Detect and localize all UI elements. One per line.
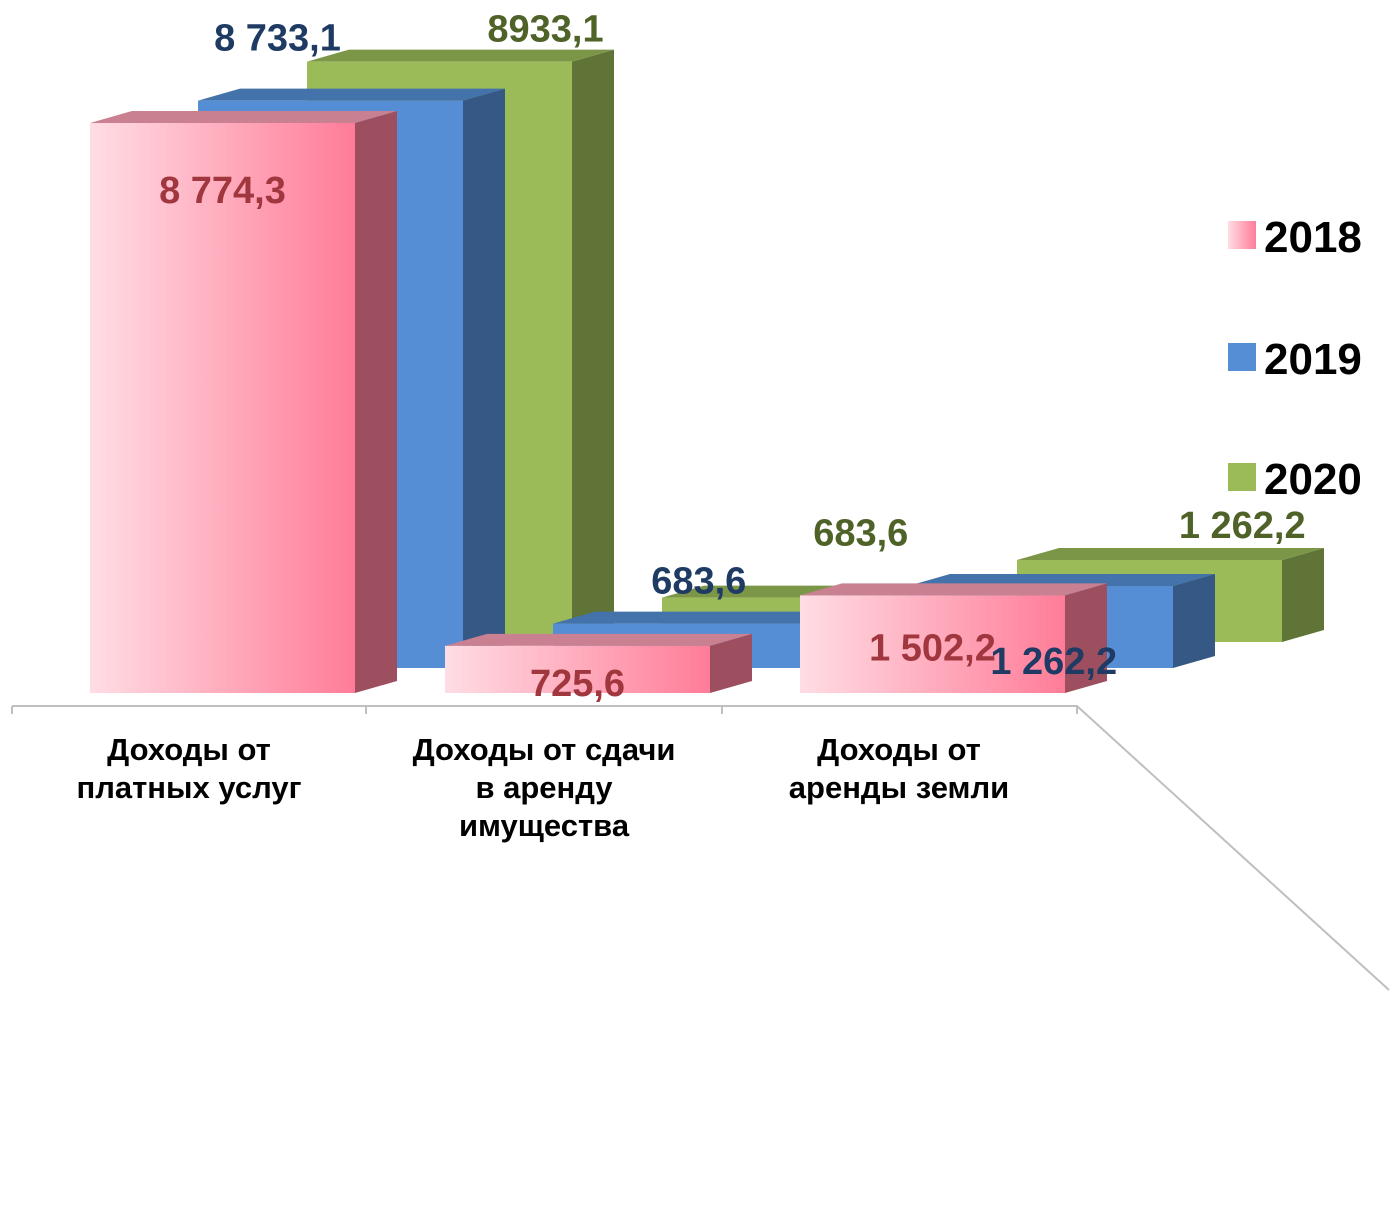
axis-ticks [11,706,1078,714]
bar-top [1017,548,1324,561]
bar-side [572,49,614,643]
legend-swatch-2020 [1228,463,1256,491]
bar-top [553,611,860,624]
bar-front [90,123,355,693]
category-labels-layer: Доходы от платных услуг Доходы от сдачи в а… [76,732,1009,843]
bar-2018-cat1 [445,633,752,693]
bar-top [445,633,752,646]
bar-top [90,111,397,123]
data-label-2020-cat1: 683,6 [813,513,908,555]
bar-side [1173,574,1215,668]
legend-swatch-2018 [1228,221,1256,249]
legend-item-2018: 2018 [1228,213,1362,262]
bars-layer [90,49,1324,693]
data-label-2019-cat0: 8 733,1 [214,18,341,60]
bar-side [463,88,505,668]
bar-top [800,583,1107,596]
bar-front [445,645,710,693]
category-label-0: Доходы от платных услуг [76,732,301,805]
data-label-2018-cat0: 8 774,3 [159,170,286,212]
bar-side [1282,548,1324,642]
bar-side [710,633,752,693]
data-label-2019-cat2: 1 262,2 [990,641,1117,683]
bar-2018-cat0 [90,111,397,693]
legend-label-2020: 2020 [1264,455,1362,504]
bar-side [355,111,397,693]
bar-side [1065,583,1107,693]
data-label-2020-cat0: 8933,1 [487,9,603,51]
legend-swatch-2019 [1228,343,1256,371]
legend: 2018 2019 2020 [1228,213,1362,504]
bar-2018-cat2 [800,583,1107,693]
data-label-2019-cat1: 683,6 [651,561,746,603]
category-label-2: Доходы от аренды земли [789,732,1009,805]
data-label-2018-cat1: 725,6 [530,663,625,705]
legend-item-2020: 2020 [1228,455,1362,504]
data-label-2018-cat2: 1 502,2 [869,627,996,669]
legend-item-2019: 2019 [1228,335,1362,384]
data-label-2020-cat2: 1 262,2 [1179,505,1306,547]
legend-label-2019: 2019 [1264,335,1362,384]
bar-top [908,574,1215,587]
legend-label-2018: 2018 [1264,213,1362,262]
category-label-1: Доходы от сдачи в аренду имущества [413,732,676,843]
bar-top [198,88,505,101]
value-labels-layer: 8 774,3 725,6 1 502,2 8 733,1 683,6 1 262,2 89… [159,9,1306,705]
bar-top [307,49,614,62]
bar-front [800,595,1065,693]
chart-floor [11,705,1390,991]
